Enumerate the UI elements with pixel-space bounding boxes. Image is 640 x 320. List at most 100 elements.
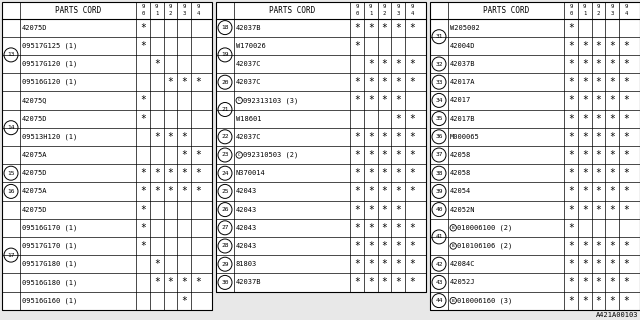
Text: *: * <box>609 114 615 124</box>
Text: *: * <box>582 186 588 196</box>
Text: *: * <box>354 186 360 196</box>
Text: *: * <box>181 296 188 306</box>
Text: 42037C: 42037C <box>236 79 262 85</box>
Text: *: * <box>609 296 615 306</box>
Text: 9: 9 <box>611 4 614 9</box>
Text: *: * <box>596 204 602 215</box>
Text: *: * <box>381 204 387 215</box>
Text: 42037B: 42037B <box>236 25 262 31</box>
Text: 38: 38 <box>435 171 443 176</box>
Bar <box>430 2 640 310</box>
Text: 4: 4 <box>410 12 413 16</box>
Text: W205002: W205002 <box>450 25 480 31</box>
Text: *: * <box>596 150 602 160</box>
Text: *: * <box>368 223 374 233</box>
Text: *: * <box>354 277 360 287</box>
Text: 010106106 (2): 010106106 (2) <box>457 243 512 249</box>
Text: *: * <box>623 259 629 269</box>
Text: 81803: 81803 <box>236 261 257 267</box>
Text: 9: 9 <box>397 4 400 9</box>
Text: *: * <box>168 277 173 287</box>
Text: *: * <box>140 241 146 251</box>
Text: 9: 9 <box>410 4 413 9</box>
Text: 42017A: 42017A <box>450 79 476 85</box>
Text: *: * <box>609 204 615 215</box>
Text: 9: 9 <box>369 4 372 9</box>
Text: *: * <box>168 168 173 178</box>
Text: *: * <box>596 95 602 105</box>
Text: 42043: 42043 <box>236 188 257 194</box>
Text: *: * <box>354 95 360 105</box>
Text: 42017: 42017 <box>450 97 471 103</box>
Text: *: * <box>140 23 146 33</box>
Text: 42043: 42043 <box>236 207 257 212</box>
Text: 42075D: 42075D <box>22 25 47 31</box>
Text: *: * <box>596 259 602 269</box>
Text: *: * <box>368 59 374 69</box>
Text: PARTS CORD: PARTS CORD <box>483 6 529 15</box>
Text: N370014: N370014 <box>236 170 266 176</box>
Text: *: * <box>582 59 588 69</box>
Text: *: * <box>396 186 401 196</box>
Text: *: * <box>368 259 374 269</box>
Text: *: * <box>409 186 415 196</box>
Text: *: * <box>409 132 415 142</box>
Text: 3: 3 <box>611 12 614 16</box>
Text: *: * <box>568 23 574 33</box>
Text: *: * <box>582 41 588 51</box>
Text: *: * <box>396 223 401 233</box>
Text: *: * <box>195 277 201 287</box>
Text: 37: 37 <box>435 153 443 157</box>
Text: *: * <box>368 241 374 251</box>
Text: 33: 33 <box>435 80 443 85</box>
Text: 42075D: 42075D <box>22 116 47 122</box>
Text: *: * <box>568 241 574 251</box>
Text: *: * <box>154 186 159 196</box>
Text: 42052J: 42052J <box>450 279 476 285</box>
Text: *: * <box>623 296 629 306</box>
Text: *: * <box>181 77 188 87</box>
Text: 34: 34 <box>435 98 443 103</box>
Text: *: * <box>582 241 588 251</box>
Text: *: * <box>568 277 574 287</box>
Text: 13: 13 <box>7 52 15 57</box>
Text: *: * <box>623 114 629 124</box>
Text: 20: 20 <box>221 80 228 85</box>
Text: *: * <box>368 23 374 33</box>
Text: *: * <box>354 132 360 142</box>
Text: *: * <box>168 132 173 142</box>
Text: 42017B: 42017B <box>450 116 476 122</box>
Text: *: * <box>596 132 602 142</box>
Text: 40: 40 <box>435 207 443 212</box>
Text: *: * <box>568 168 574 178</box>
Text: 09516G180 (1): 09516G180 (1) <box>22 279 77 286</box>
Text: 25: 25 <box>221 189 228 194</box>
Text: *: * <box>568 204 574 215</box>
Text: 22: 22 <box>221 134 228 139</box>
Text: *: * <box>596 59 602 69</box>
Text: *: * <box>409 114 415 124</box>
Text: 42075D: 42075D <box>22 207 47 212</box>
Text: *: * <box>582 259 588 269</box>
Text: *: * <box>596 277 602 287</box>
Text: *: * <box>609 132 615 142</box>
Text: *: * <box>596 41 602 51</box>
Bar <box>216 2 426 292</box>
Text: *: * <box>568 296 574 306</box>
Text: 28: 28 <box>221 244 228 249</box>
Text: 092310503 (2): 092310503 (2) <box>243 152 298 158</box>
Text: 09517G170 (1): 09517G170 (1) <box>22 243 77 249</box>
Text: *: * <box>609 259 615 269</box>
Text: 010006100 (2): 010006100 (2) <box>457 225 512 231</box>
Text: 18: 18 <box>221 25 228 30</box>
Text: 42004D: 42004D <box>450 43 476 49</box>
Text: *: * <box>381 77 387 87</box>
Text: 2: 2 <box>597 12 600 16</box>
Text: 0: 0 <box>141 12 145 16</box>
Text: *: * <box>396 150 401 160</box>
Text: *: * <box>582 132 588 142</box>
Text: 1: 1 <box>369 12 372 16</box>
Text: 42052N: 42052N <box>450 207 476 212</box>
Text: *: * <box>381 168 387 178</box>
Text: 35: 35 <box>435 116 443 121</box>
